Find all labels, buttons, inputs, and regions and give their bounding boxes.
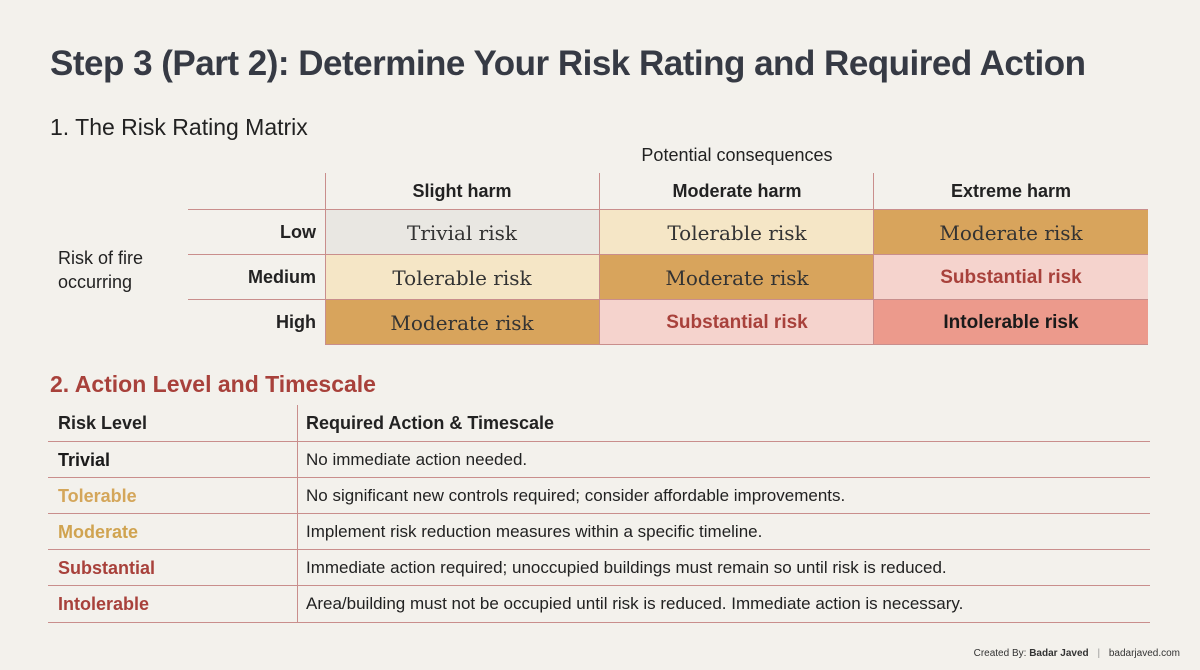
matrix-divider [325,173,326,345]
risk-level-moderate: Moderate [58,521,139,542]
matrix-divider [188,209,1148,210]
section-risk-matrix-title: 1. The Risk Rating Matrix [50,114,308,140]
risk-level-intolerable: Intolerable [58,593,150,614]
row-header-high: High [276,312,316,332]
action-text: Implement risk reduction measures within… [306,522,763,541]
matrix-divider [188,299,1148,300]
matrix-cell-tolerable: Tolerable risk [600,210,874,255]
table-row: Tolerable No significant new controls re… [48,478,1150,514]
footer-author: Badar Javed [1029,648,1089,659]
risk-level-trivial: Trivial [58,449,111,470]
table-divider [48,549,1150,550]
risk-level-tolerable: Tolerable [58,485,137,506]
table-row: Trivial No immediate action needed. [48,442,1150,478]
matrix-divider [188,254,1148,255]
footer-website: badarjaved.com [1108,648,1180,659]
column-header-moderate: Moderate harm [672,180,802,201]
footer-created-by-label: Created By: [973,648,1027,659]
action-text: Immediate action required; unoccupied bu… [306,558,947,577]
table-divider [297,405,298,623]
footer-separator: | [1097,648,1101,659]
footer-credit: Created By: Badar Javed | badarjaved.com [974,648,1180,659]
matrix-cell-moderate: Moderate risk [325,300,599,345]
matrix-divider [325,344,1148,345]
matrix-cell-moderate: Moderate risk [874,210,1148,255]
matrix-cell-intolerable: Intolerable risk [874,300,1148,345]
table-row: Intolerable Area/building must not be oc… [48,586,1150,622]
column-header-extreme: Extreme harm [950,180,1072,201]
matrix-cell-tolerable: Tolerable risk [325,255,599,300]
section-action-level-title: 2. Action Level and Timescale [50,371,376,397]
action-text: No significant new controls required; co… [306,486,846,505]
header-risk-level: Risk Level [58,412,148,433]
action-text: Area/building must not be occupied until… [306,594,964,613]
row-axis-label: Risk of fire occurring [58,248,144,292]
matrix-cell-trivial: Trivial risk [325,210,599,255]
matrix-divider [599,173,600,345]
action-text: No immediate action needed. [306,450,528,469]
risk-level-substantial: Substantial [58,557,156,578]
column-header-slight: Slight harm [412,180,512,201]
column-axis-label: Potential consequences [641,145,833,165]
row-header-medium: Medium [247,267,316,287]
table-divider [48,441,1150,442]
table-row: Moderate Implement risk reduction measur… [48,514,1150,550]
matrix-cell-substantial: Substantial risk [874,255,1148,300]
matrix-cell-moderate: Moderate risk [600,255,874,300]
header-required-action: Required Action & Timescale [306,412,555,433]
matrix-cell-substantial: Substantial risk [600,300,874,345]
table-divider [48,622,1150,623]
page-title: Step 3 (Part 2): Determine Your Risk Rat… [50,44,1086,83]
table-divider [48,513,1150,514]
row-header-low: Low [280,222,316,242]
table-row: Substantial Immediate action required; u… [48,550,1150,586]
table-header-row: Risk Level Required Action & Timescale [48,405,1150,441]
matrix-divider [873,173,874,345]
table-divider [48,477,1150,478]
table-divider [48,585,1150,586]
